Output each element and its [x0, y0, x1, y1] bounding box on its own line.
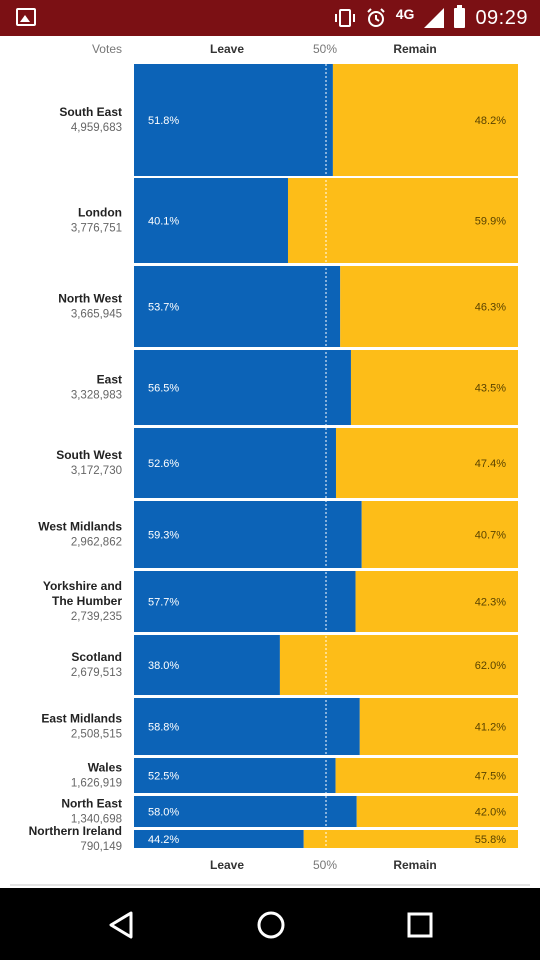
- leave-header: Leave: [210, 42, 244, 56]
- leave-value-label: 44.2%: [148, 834, 179, 846]
- remain-bar-north-east: [356, 796, 518, 827]
- region-name: Yorkshire and: [43, 579, 122, 593]
- region-votes: 2,679,513: [71, 667, 122, 679]
- alarm-icon: [367, 8, 385, 27]
- region-name: East Midlands: [41, 712, 122, 726]
- labels-group: 51.8% 48.2% South East 4,959,683 40.1% 59.9% L…: [29, 105, 507, 853]
- image-icon: [16, 8, 36, 26]
- midpoint-header: 50%: [313, 42, 337, 56]
- leave-bar-scotland: [134, 635, 280, 695]
- remain-footer: Remain: [393, 858, 436, 872]
- remain-bar-south-west: [335, 428, 518, 498]
- remain-value-label: 43.5%: [475, 383, 506, 395]
- region-votes: 3,328,983: [71, 390, 122, 402]
- leave-bar-north-east: [134, 796, 357, 827]
- leave-bar-east: [134, 350, 351, 425]
- home-icon[interactable]: [255, 909, 287, 941]
- back-icon[interactable]: [106, 910, 136, 940]
- region-votes: 4,959,683: [71, 122, 122, 134]
- remain-bar-south-east: [332, 64, 518, 176]
- region-votes: 1,626,919: [71, 778, 122, 790]
- signal-icon: [424, 8, 445, 28]
- region-votes: 3,172,730: [71, 465, 122, 477]
- leave-bar-south-west: [134, 428, 336, 498]
- remain-value-label: 47.5%: [475, 771, 506, 783]
- remain-header: Remain: [393, 42, 436, 56]
- remain-bar-east: [350, 350, 518, 425]
- leave-value-label: 56.5%: [148, 383, 179, 395]
- recents-icon[interactable]: [406, 911, 434, 939]
- region-votes: 2,962,862: [71, 537, 122, 549]
- region-name: North East: [61, 797, 122, 811]
- clock: 09:29: [475, 6, 528, 29]
- region-votes: 2,739,235: [71, 611, 122, 623]
- region-votes: 3,776,751: [71, 223, 122, 235]
- leave-value-label: 57.7%: [148, 597, 179, 609]
- leave-bar-south-east: [134, 64, 333, 176]
- leave-footer: Leave: [210, 858, 244, 872]
- remain-bar-scotland: [279, 635, 518, 695]
- leave-bar-east-midlands: [134, 698, 360, 755]
- leave-value-label: 40.1%: [148, 216, 179, 228]
- region-name: South West: [56, 448, 122, 462]
- remain-bar-northern-ireland: [303, 830, 518, 848]
- remain-value-label: 42.0%: [475, 807, 506, 819]
- region-name: Northern Ireland: [29, 824, 122, 838]
- remain-value-label: 42.3%: [475, 597, 506, 609]
- remain-bar-north-west: [340, 266, 518, 347]
- midpoint-footer: 50%: [313, 858, 337, 872]
- remain-bar-wales: [335, 758, 518, 793]
- region-votes: 1,340,698: [71, 814, 122, 826]
- region-name: South East: [59, 105, 122, 119]
- region-name: Wales: [88, 761, 123, 775]
- battery-icon: [454, 5, 466, 28]
- leave-bar-west-midlands: [134, 501, 362, 568]
- region-name: The Humber: [52, 594, 122, 608]
- region-name: West Midlands: [38, 520, 122, 534]
- remain-bar-west-midlands: [361, 501, 518, 568]
- content-divider: [10, 884, 530, 886]
- votes-header: Votes: [92, 42, 122, 56]
- region-votes: 790,149: [80, 841, 122, 853]
- remain-value-label: 47.4%: [475, 458, 506, 470]
- remain-value-label: 55.8%: [475, 834, 506, 846]
- remain-bar-east-midlands: [359, 698, 518, 755]
- remain-value-label: 48.2%: [475, 115, 506, 127]
- status-bar: 4G 09:29: [0, 0, 540, 36]
- region-votes: 2,508,515: [71, 729, 122, 741]
- leave-bar-northern-ireland: [134, 830, 304, 848]
- leave-value-label: 53.7%: [148, 302, 179, 314]
- leave-value-label: 52.5%: [148, 771, 179, 783]
- leave-value-label: 59.3%: [148, 530, 179, 542]
- leave-value-label: 58.8%: [148, 722, 179, 734]
- region-name: London: [78, 206, 122, 220]
- remain-bar-yorkshire-and-the-humber: [355, 571, 518, 632]
- leave-bar-yorkshire-and-the-humber: [134, 571, 356, 632]
- leave-bar-london: [134, 178, 288, 263]
- region-name: Scotland: [71, 650, 122, 664]
- leave-value-label: 38.0%: [148, 660, 179, 672]
- remain-value-label: 40.7%: [475, 530, 506, 542]
- remain-value-label: 46.3%: [475, 302, 506, 314]
- region-name: East: [97, 373, 122, 387]
- leave-bar-wales: [134, 758, 336, 793]
- remain-value-label: 41.2%: [475, 722, 506, 734]
- brexit-region-chart: Votes Leave 50% Remain 51.8% 48.2% South E…: [29, 42, 518, 872]
- leave-value-label: 52.6%: [148, 458, 179, 470]
- remain-value-label: 62.0%: [475, 660, 506, 672]
- navigation-bar: [0, 888, 540, 960]
- vibrate-icon: [334, 9, 355, 27]
- network-type: 4G: [395, 6, 415, 22]
- leave-value-label: 58.0%: [148, 807, 179, 819]
- region-name: North West: [58, 292, 122, 306]
- region-votes: 3,665,945: [71, 309, 122, 321]
- leave-value-label: 51.8%: [148, 115, 179, 127]
- remain-value-label: 59.9%: [475, 216, 506, 228]
- leave-bar-north-west: [134, 266, 341, 347]
